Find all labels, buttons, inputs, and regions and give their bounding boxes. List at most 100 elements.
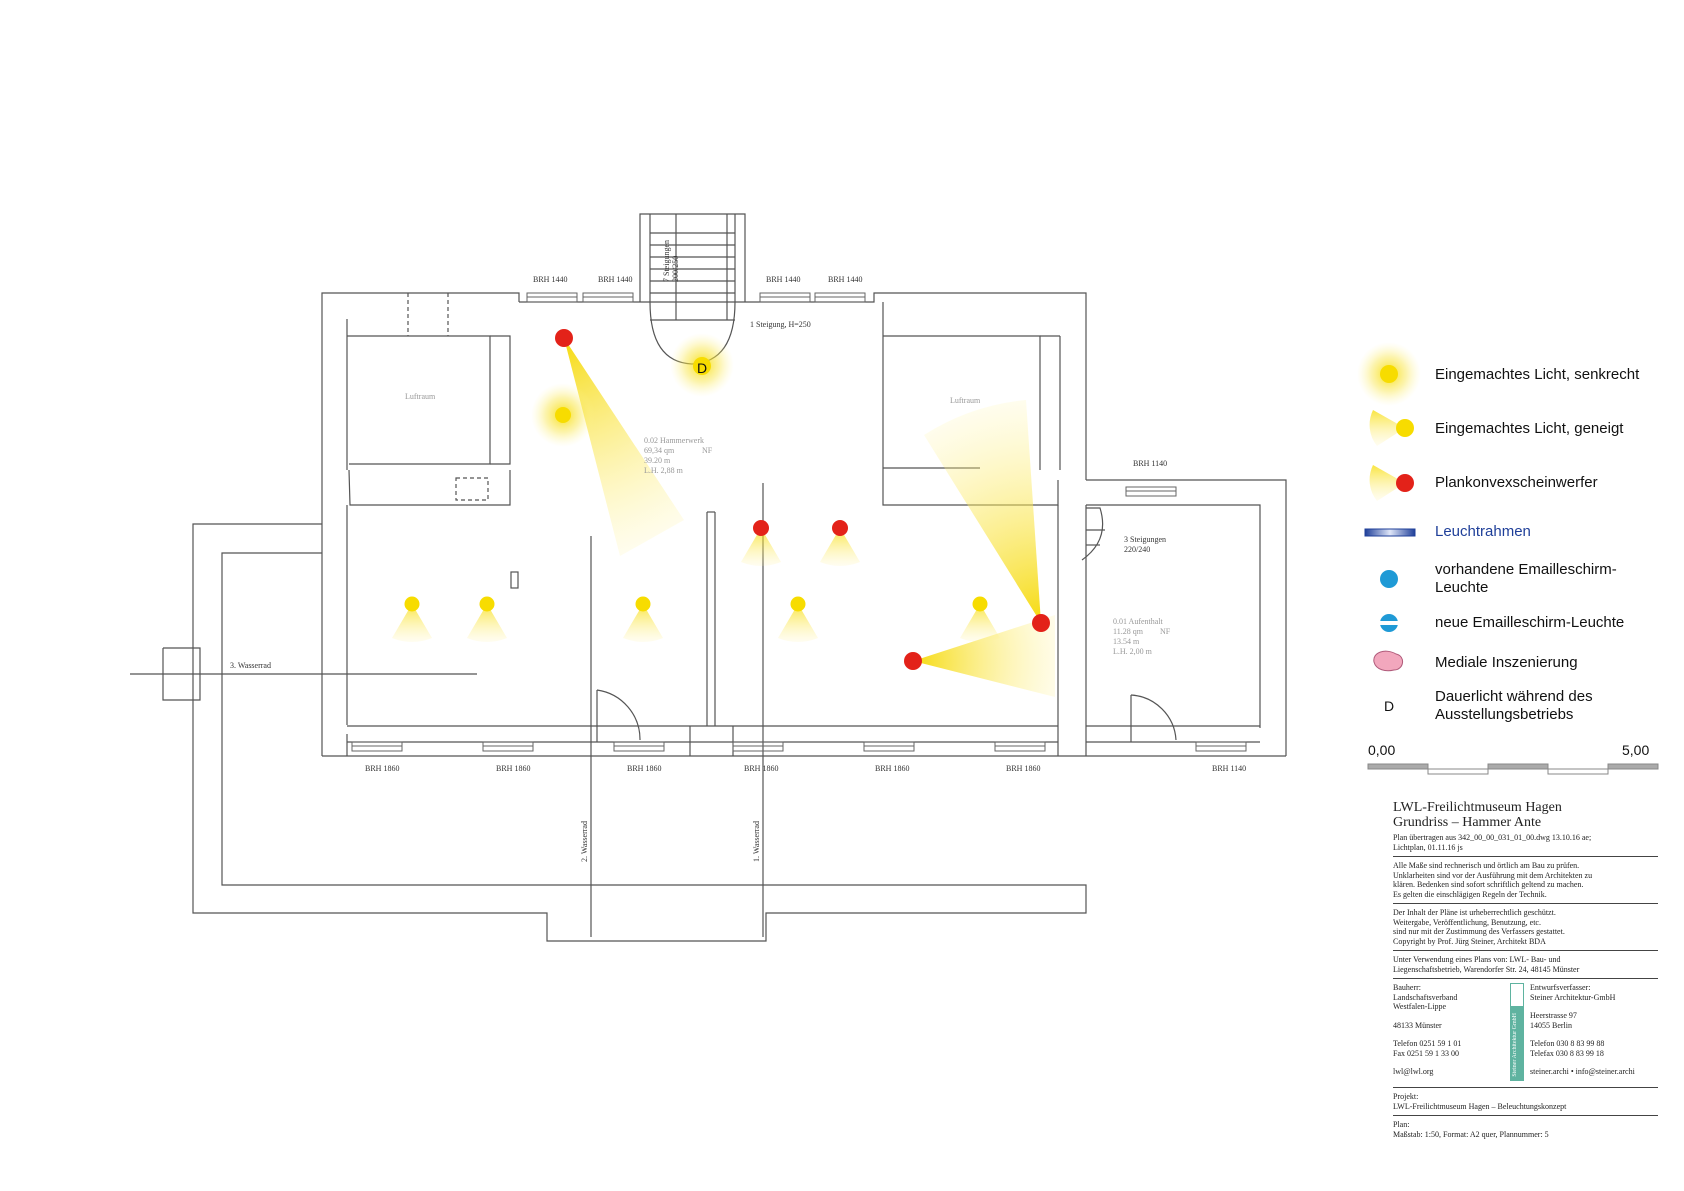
legend-label: Mediale Inszenierung: [1435, 654, 1578, 671]
text-line: sind nur mit der Zustimmung des Verfasse…: [1393, 927, 1565, 936]
text-line: Telefax 030 8 83 99 18: [1530, 1048, 1604, 1058]
brh-label: BRH 1860: [1006, 764, 1040, 773]
legend-symbols: D: [1357, 342, 1659, 775]
room-label: 0.01 Aufenthalt: [1113, 617, 1164, 626]
plankonvex-legend-icon: [1396, 474, 1414, 492]
legend-label: Leuchtrahmen: [1435, 523, 1531, 540]
scale-end: 5,00: [1622, 742, 1650, 758]
text-line: Fax 0251 59 1 33 00: [1393, 1048, 1459, 1058]
wasserrad-label: 3. Wasserrad: [230, 661, 271, 670]
text-line: Lichtplan, 01.11.16 js: [1393, 842, 1463, 852]
legend-label: neue Emailleschirm-Leuchte: [1435, 614, 1625, 631]
brh-label: BRH 1440: [533, 275, 567, 284]
wasserrad-label: 2. Wasserrad: [580, 821, 589, 862]
senkrecht-light: [693, 357, 711, 375]
text-line: Plan:: [1393, 1120, 1410, 1129]
text-line: Weitergabe, Veröffentlichung, Benutzung,…: [1393, 917, 1541, 927]
text-line: Unter Verwendung eines Plans von: LWL- B…: [1393, 955, 1561, 964]
plan-meta: Plan: Maßstab: 1:50, Format: A2 quer, Pl…: [1393, 1120, 1658, 1139]
stair-label: 3 Steigungen: [1124, 535, 1166, 544]
logo-text: Steiner Architektur GmbH: [1512, 1013, 1518, 1077]
senkrecht-legend-icon: [1380, 365, 1398, 383]
legend-label: Plankonvexscheinwerfer: [1435, 474, 1598, 491]
medial-legend-icon: [1373, 650, 1403, 672]
brh-label: BRH 1860: [365, 764, 399, 773]
title-line-1: LWL-Freilichtmuseum Hagen: [1393, 800, 1562, 815]
geneigt-light: [479, 596, 495, 612]
room-label: 69,34 qm: [644, 446, 675, 455]
plan-info: Plan übertragen aus 342_00_00_031_01_00.…: [1393, 833, 1658, 852]
room-label: 11.28 qm: [1113, 627, 1144, 636]
geneigt-light: [972, 596, 988, 612]
plankonvex-light: [1032, 614, 1050, 632]
dauerlicht-mark: D: [697, 360, 707, 376]
text-line: Der Inhalt der Pläne ist urheberrechtlic…: [1393, 908, 1556, 917]
architect-logo: Steiner Architektur GmbH: [1510, 983, 1524, 1081]
room-label: 0.02 Hammerwerk: [644, 436, 704, 445]
scale-start: 0,00: [1368, 742, 1396, 758]
brh-label: BRH 1860: [627, 764, 661, 773]
text-line: 48133 Münster: [1393, 1020, 1442, 1030]
text-line: Maßstab: 1:50, Format: A2 quer, Plannumm…: [1393, 1129, 1549, 1139]
stair-label: 200/250: [671, 256, 680, 282]
text-line: Plan übertragen aus 342_00_00_031_01_00.…: [1393, 833, 1592, 842]
projekt: Projekt: LWL-Freilichtmuseum Hagen – Bel…: [1393, 1092, 1658, 1111]
geneigt-legend-icon: [1396, 419, 1414, 437]
note-2: Der Inhalt der Pläne ist urheberrechtlic…: [1393, 908, 1658, 946]
luftraum-label: Luftraum: [405, 392, 436, 401]
lighting: D: [392, 329, 1055, 697]
geneigt-light-fan: [467, 604, 507, 642]
geneigt-light-fan: [623, 604, 663, 642]
title-line-2: Grundriss – Hammer Ante: [1393, 815, 1542, 830]
dauerlicht-legend-icon: D: [1384, 698, 1394, 714]
text-line: LWL-Freilichtmuseum Hagen – Beleuchtungs…: [1393, 1101, 1567, 1111]
text-line: Projekt:: [1393, 1092, 1419, 1101]
brh-label: BRH 1860: [744, 764, 778, 773]
text-line: klären. Bedenken sind sofort schriftlich…: [1393, 880, 1584, 889]
text-line: steiner.archi • info@steiner.archi: [1530, 1067, 1635, 1076]
text-line: Telefon 030 8 83 99 88: [1530, 1039, 1605, 1048]
contacts: Bauherr: Landschaftsverband Westfalen-Li…: [1393, 983, 1658, 1083]
plankonvex-legend-fan: [1369, 465, 1405, 501]
geneigt-light: [790, 596, 806, 612]
note-1: Alle Maße sind rechnerisch und örtlich a…: [1393, 861, 1658, 899]
luftraum-label: Luftraum: [950, 396, 981, 405]
stair-label: 220/240: [1124, 545, 1150, 554]
text-line: Telefon 0251 59 1 01: [1393, 1039, 1462, 1048]
plankonvex-cone: [924, 400, 1041, 623]
room-label: 39.20 m: [644, 456, 671, 465]
brh-label: BRH 1440: [598, 275, 632, 284]
text-line: Liegenschaftsbetrieb, Warendorfer Str. 2…: [1393, 964, 1580, 974]
text-line: Es gelten die einschlägigen Regeln der T…: [1393, 889, 1547, 899]
senkrecht-light: [555, 407, 571, 423]
room-label: NF: [702, 446, 713, 455]
room-label: L.H. 2,00 m: [1113, 647, 1153, 656]
text-line: Bauherr:: [1393, 983, 1421, 992]
text-line: 14055 Berlin: [1530, 1020, 1572, 1030]
plankonvex-cone: [564, 338, 684, 556]
room-label: 13.54 m: [1113, 637, 1140, 646]
brh-label: BRH 1860: [496, 764, 530, 773]
plankonvex-light: [753, 520, 769, 536]
brh-label: BRH 1860: [875, 764, 909, 773]
brh-label: BRH 1140: [1212, 764, 1246, 773]
windows: [351, 292, 1247, 752]
text-line: Steiner Architektur-GmbH: [1530, 992, 1616, 1002]
note-3: Unter Verwendung eines Plans von: LWL- B…: [1393, 955, 1658, 974]
verfasser: Entwurfsverfasser: Steiner Architektur-G…: [1530, 983, 1635, 1077]
geneigt-legend-fan: [1369, 410, 1405, 446]
plankonvex-cone: [913, 615, 1055, 697]
walls: [130, 213, 1287, 942]
text-line: Unklarheiten sind vor der Ausführung mit…: [1393, 870, 1593, 880]
geneigt-light-fan: [392, 604, 432, 642]
legend-label: Eingemachtes Licht, geneigt: [1435, 420, 1624, 437]
geneigt-light: [404, 596, 420, 612]
plankonvex-light-fan: [741, 528, 781, 566]
room-label: L.H. 2,88 m: [644, 466, 684, 475]
step-label: 1 Steigung, H=250: [750, 320, 811, 329]
title-block: LWL-Freilichtmuseum Hagen Grundriss – Ha…: [1393, 800, 1658, 1139]
text-line: Westfalen-Lippe: [1393, 1002, 1447, 1011]
plankonvex-light-fan: [820, 528, 860, 566]
leuchtrahmen-legend-icon: [1364, 528, 1416, 537]
